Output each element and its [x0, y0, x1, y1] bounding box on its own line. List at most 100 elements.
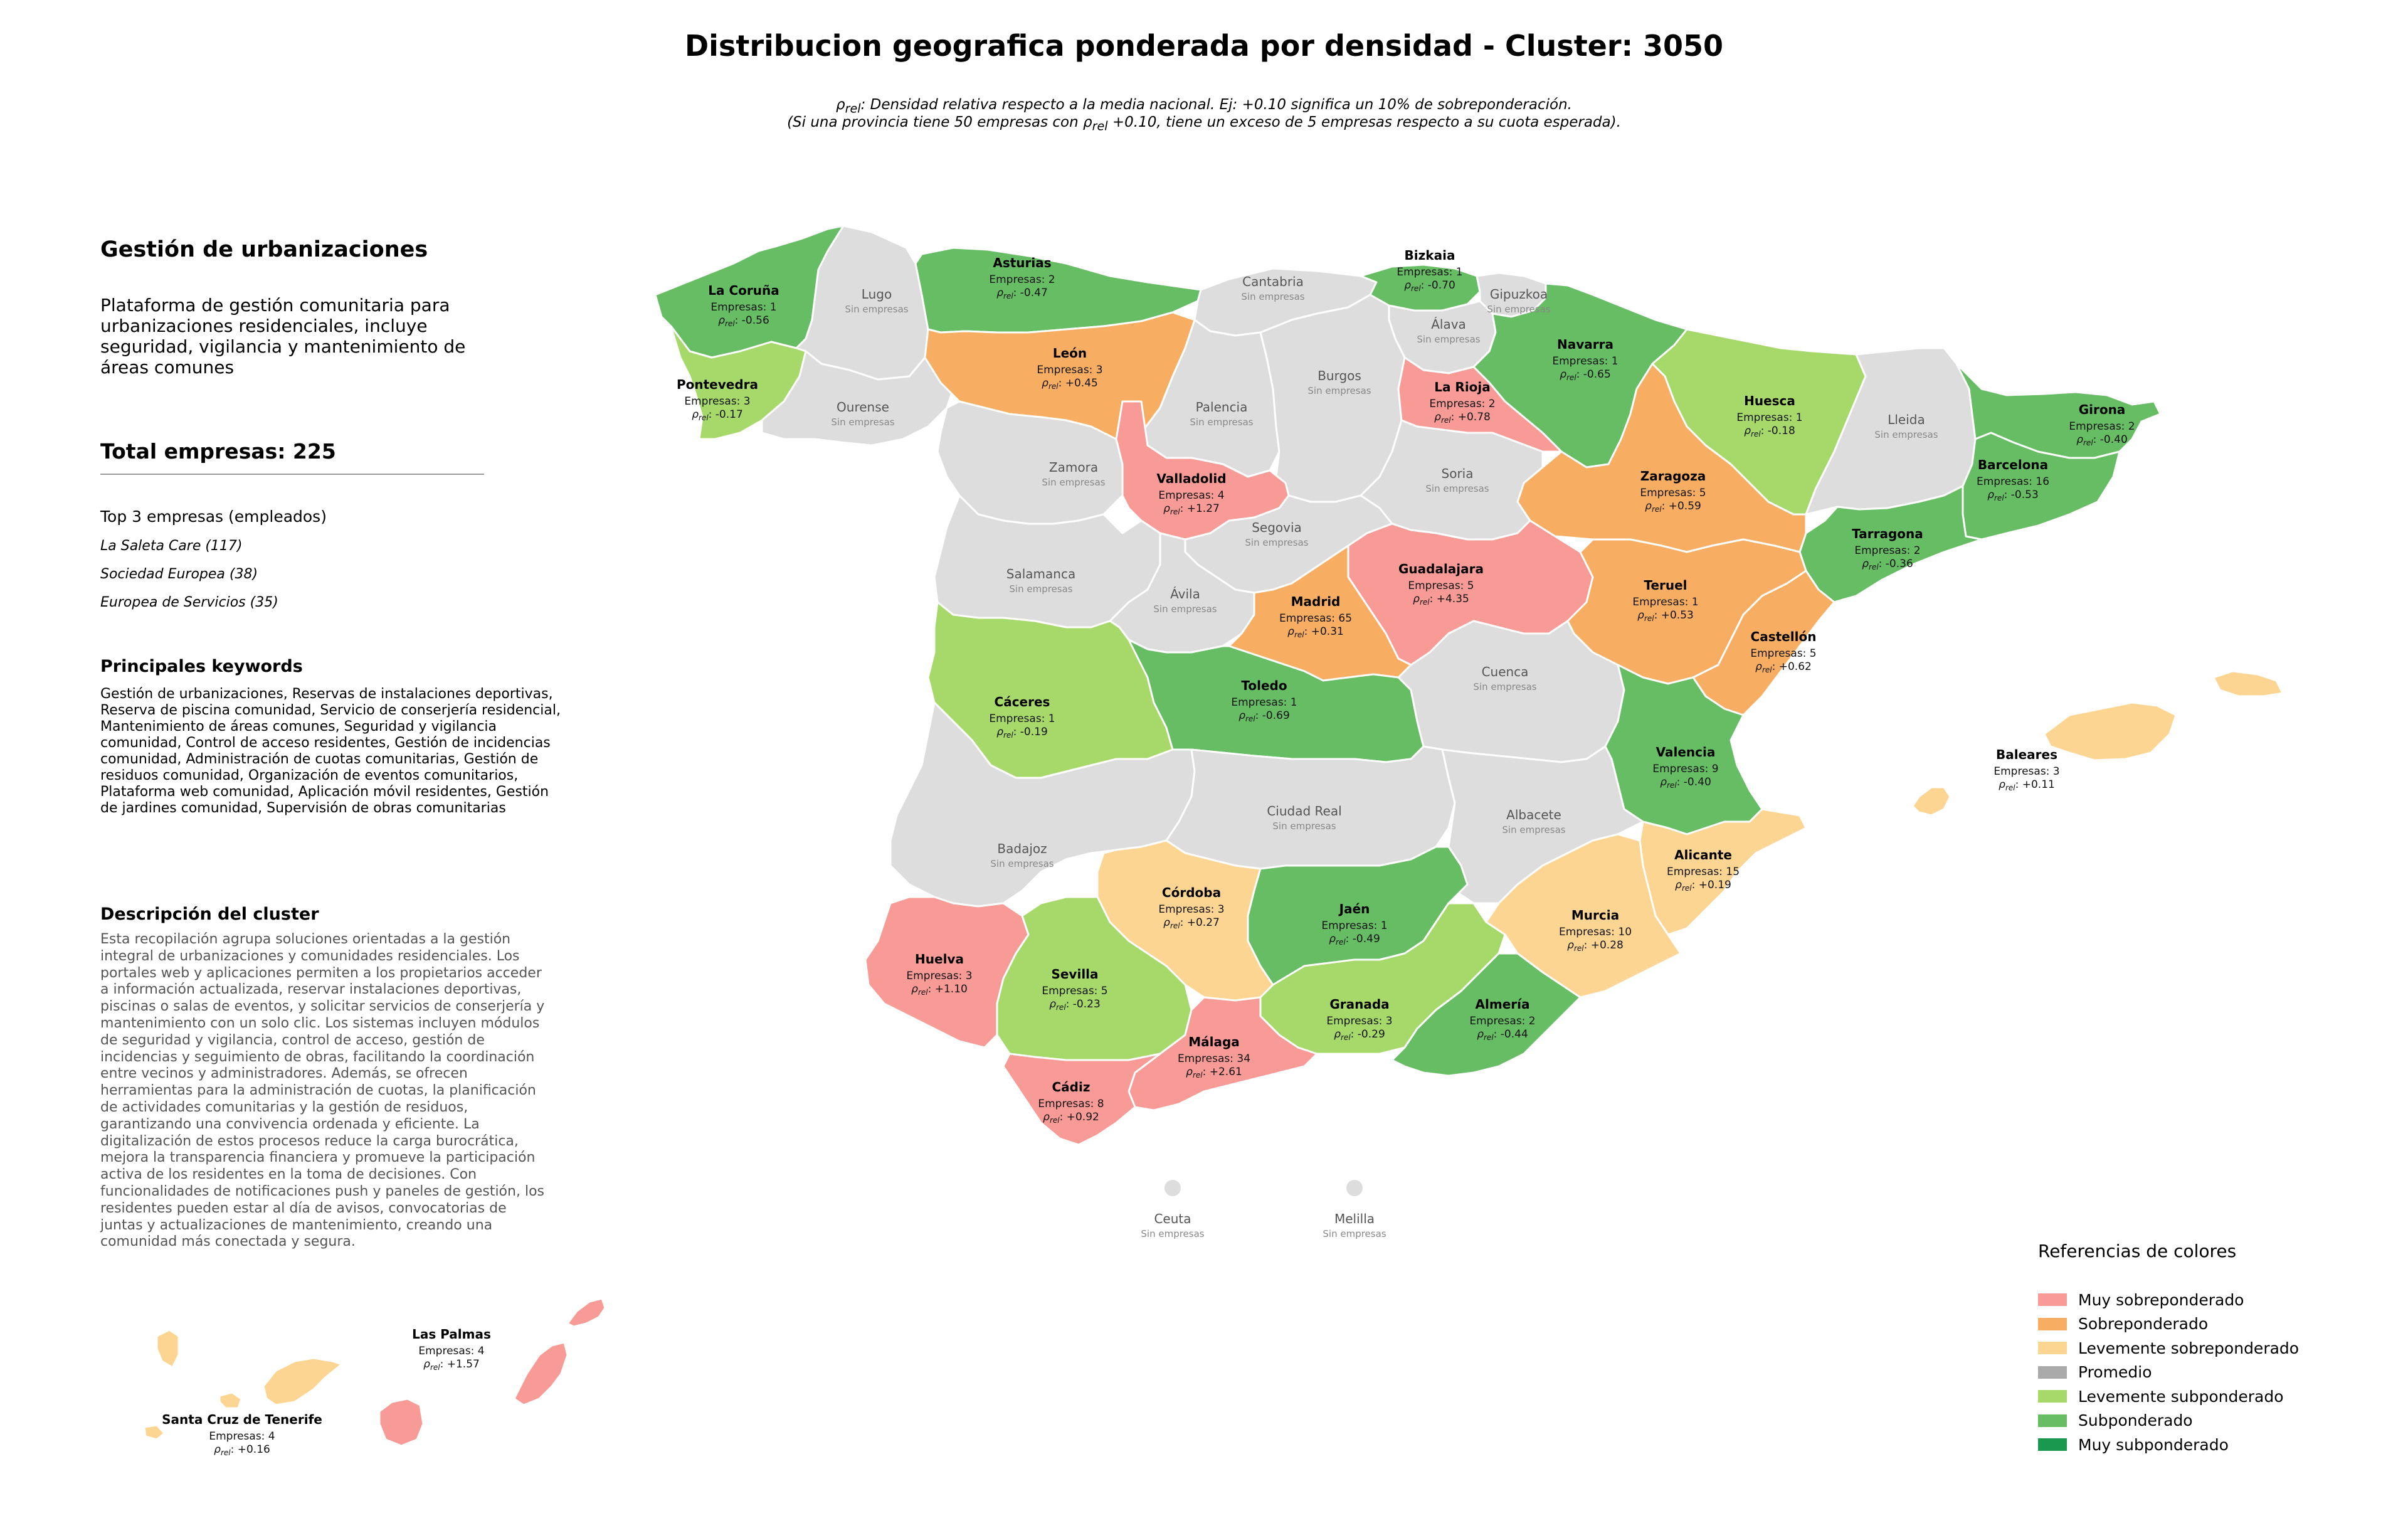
- top3-heading: Top 3 empresas (empleados): [100, 507, 327, 526]
- cluster-name: Gestión de urbanizaciones: [100, 237, 428, 262]
- province-name: Cuenca: [1482, 664, 1529, 679]
- province-companies: Empresas: 3: [684, 395, 750, 408]
- province-name: Granada: [1329, 997, 1389, 1012]
- legend-swatch: [2038, 1366, 2067, 1379]
- province-name: Ceuta: [1154, 1211, 1191, 1226]
- province-no-companies: Sin empresas: [1153, 603, 1217, 615]
- province-label: Zamora Sin empresas: [1042, 460, 1105, 488]
- province-shape-santa-cruz-de-tenerife: [218, 1391, 243, 1409]
- province-name: Murcia: [1571, 908, 1619, 923]
- province-shape-ourense: [761, 350, 954, 447]
- divider: [100, 474, 484, 475]
- province-name: Ciudad Real: [1267, 804, 1341, 819]
- top3-item: Sociedad Europea (38): [100, 566, 258, 582]
- province-companies: Empresas: 3: [1993, 765, 2059, 778]
- province-shape-santa-cruz-de-tenerife: [262, 1357, 343, 1406]
- province-rho: ρrel: -0.70: [1404, 279, 1455, 293]
- legend-label: Levemente subponderado: [2078, 1387, 2284, 1406]
- legend-label: Levemente sobreponderado: [2078, 1339, 2300, 1357]
- province-name: Valladolid: [1156, 471, 1226, 486]
- province-label: Lleida Sin empresas: [1874, 412, 1938, 440]
- rho-symbol: ρ: [1082, 114, 1092, 130]
- province-rho: ρrel: -0.40: [2076, 433, 2128, 447]
- legend-item: Sobreponderado: [2038, 1312, 2299, 1337]
- province-companies: Empresas: 9: [1652, 763, 1718, 775]
- province-name: Tarragona: [1852, 526, 1923, 541]
- province-companies: Empresas: 15: [1667, 866, 1740, 878]
- province-name: Cádiz: [1052, 1080, 1090, 1095]
- keywords-list: Gestión de urbanizaciones, Reservas de i…: [100, 686, 561, 816]
- province-label: Burgos Sin empresas: [1307, 368, 1371, 396]
- cluster-description: Esta recopilación agrupa soluciones orie…: [100, 931, 545, 1250]
- province-name: Navarra: [1557, 337, 1613, 352]
- province-companies: Empresas: 2: [989, 273, 1055, 286]
- legend-label: Sobreponderado: [2078, 1315, 2209, 1334]
- province-no-companies: Sin empresas: [1417, 334, 1480, 345]
- province-companies: Empresas: 34: [1178, 1053, 1250, 1065]
- province-shape-cádiz: [1002, 1053, 1161, 1146]
- color-legend: Referencias de colores Muy sobreponderad…: [2038, 1241, 2299, 1457]
- province-name: Ourense: [837, 400, 889, 415]
- province-no-companies: Sin empresas: [1141, 1228, 1204, 1239]
- province-companies: Empresas: 1: [1632, 596, 1698, 608]
- province-name: Badajoz: [997, 841, 1047, 856]
- province-name: Ávila: [1170, 586, 1200, 602]
- province-no-companies: Sin empresas: [1473, 681, 1536, 692]
- province-no-companies: Sin empresas: [990, 858, 1054, 869]
- province-name: Almería: [1476, 997, 1530, 1012]
- province-name: La Rioja: [1434, 379, 1491, 395]
- province-rho: ρrel: +0.59: [1645, 500, 1701, 514]
- legend-swatch: [2038, 1293, 2067, 1307]
- province-no-companies: Sin empresas: [1009, 583, 1072, 595]
- province-label: Gipuzkoa Sin empresas: [1487, 287, 1550, 315]
- province-rho: ρrel: +0.45: [1042, 377, 1098, 391]
- rho-subscript: rel: [845, 101, 861, 116]
- province-name: Soria: [1442, 466, 1474, 481]
- subtitle-text: : Densidad relativa respecto a la media …: [860, 97, 1572, 113]
- province-rho: ρrel: +0.31: [1287, 625, 1344, 639]
- province-companies: Empresas: 2: [1429, 398, 1495, 410]
- province-rho: ρrel: +0.19: [1675, 879, 1731, 893]
- province-name: Málaga: [1188, 1034, 1240, 1049]
- subtitle-line-1: ρrel: Densidad relativa respecto a la me…: [0, 97, 2408, 116]
- province-rho: ρrel: +1.57: [423, 1358, 480, 1372]
- province-dot-melilla: [1346, 1180, 1363, 1196]
- province-rho: ρrel: -0.69: [1238, 709, 1290, 723]
- rho-symbol: ρ: [836, 97, 845, 113]
- province-shape-tarragona: [1798, 485, 1983, 603]
- province-rho: ρrel: +1.27: [1163, 502, 1220, 516]
- province-no-companies: Sin empresas: [1042, 477, 1105, 488]
- province-companies: Empresas: 5: [1408, 580, 1474, 592]
- province-rho: ρrel: +4.35: [1413, 593, 1469, 607]
- province-name: Gipuzkoa: [1490, 287, 1548, 302]
- province-rho: ρrel: -0.18: [1744, 425, 1795, 438]
- province-no-companies: Sin empresas: [1272, 820, 1336, 832]
- province-label: Cuenca Sin empresas: [1473, 664, 1536, 692]
- province-name: Girona: [2079, 402, 2126, 417]
- province-name: Barcelona: [1978, 457, 2048, 472]
- province-companies: Empresas: 5: [1640, 487, 1706, 499]
- province-name: Palencia: [1196, 400, 1248, 415]
- province-name: Zamora: [1049, 460, 1098, 475]
- province-label: Melilla Sin empresas: [1323, 1211, 1386, 1239]
- province-name: Cantabria: [1242, 274, 1304, 289]
- province-name: Santa Cruz de Tenerife: [162, 1412, 322, 1427]
- legend-item: Levemente subponderado: [2038, 1384, 2299, 1409]
- province-companies: Empresas: 2: [1854, 544, 1920, 557]
- province-companies: Empresas: 65: [1279, 612, 1352, 625]
- province-rho: ρrel: +0.16: [214, 1443, 270, 1457]
